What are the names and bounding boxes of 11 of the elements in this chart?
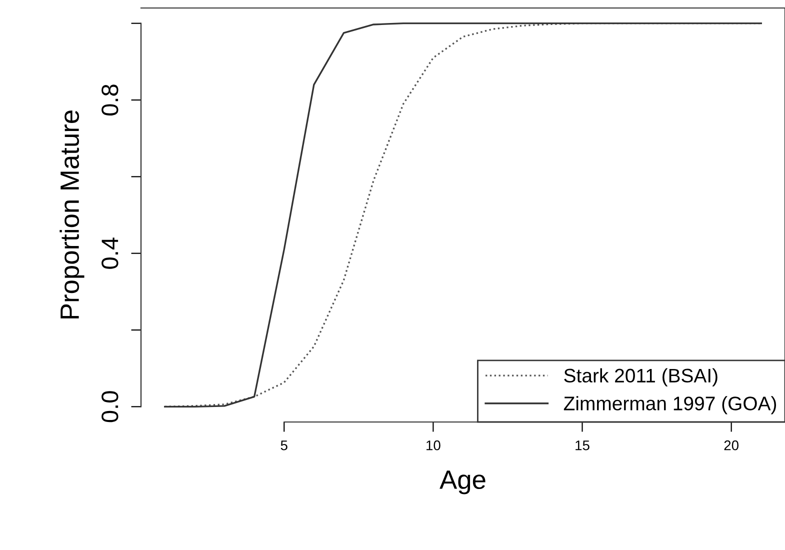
- y-tick-label: 0.8: [102, 84, 118, 116]
- y-axis-title: Proportion Mature: [60, 110, 84, 318]
- legend-label: Zimmerman 1997 (GOA): [564, 396, 776, 414]
- x-tick-label: 15: [576, 440, 590, 450]
- x-tick-label: 10: [426, 440, 440, 450]
- x-tick-label: 20: [724, 440, 739, 450]
- x-axis-title: Age: [440, 470, 486, 494]
- y-tick-label: 0.0: [102, 391, 118, 422]
- y-tick-label: 0.4: [102, 238, 118, 269]
- x-tick-label: 5: [280, 440, 288, 450]
- legend-label: Stark 2011 (BSAI): [564, 368, 718, 386]
